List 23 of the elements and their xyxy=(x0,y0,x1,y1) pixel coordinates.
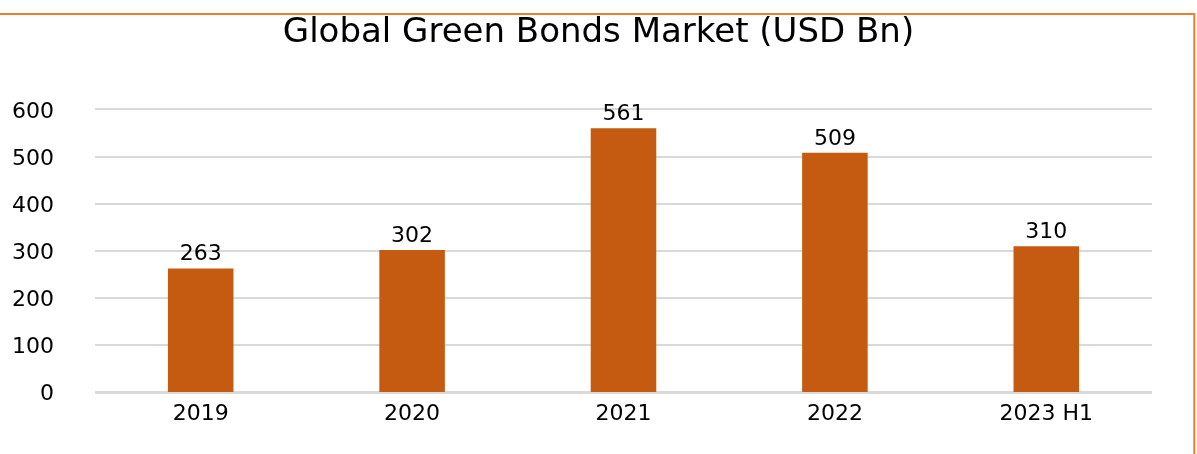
data-label: 509 xyxy=(813,124,856,150)
x-tick-label: 2023 H1 xyxy=(999,400,1094,426)
data-label: 561 xyxy=(602,100,645,126)
data-label: 302 xyxy=(391,222,434,248)
y-tick-label: 0 xyxy=(40,379,54,405)
y-tick-label: 300 xyxy=(12,238,54,264)
x-tick-label: 2022 xyxy=(806,400,863,426)
y-tick-label: 600 xyxy=(12,97,54,123)
y-tick-label: 400 xyxy=(12,191,54,217)
bar xyxy=(590,128,657,392)
bar xyxy=(167,268,234,392)
data-label: 263 xyxy=(179,240,222,266)
chart-title: Global Green Bonds Market (USD Bn) xyxy=(282,9,915,50)
x-tick-label: 2019 xyxy=(172,400,229,426)
y-tick-label: 200 xyxy=(12,285,54,311)
x-tick-label: 2021 xyxy=(595,400,652,426)
y-tick-label: 100 xyxy=(12,332,54,358)
data-label: 310 xyxy=(1025,218,1068,244)
bar xyxy=(379,250,445,392)
bar xyxy=(1013,246,1080,392)
bar xyxy=(802,152,868,392)
x-tick-label: 2020 xyxy=(384,400,441,426)
y-tick-label: 500 xyxy=(12,144,54,170)
